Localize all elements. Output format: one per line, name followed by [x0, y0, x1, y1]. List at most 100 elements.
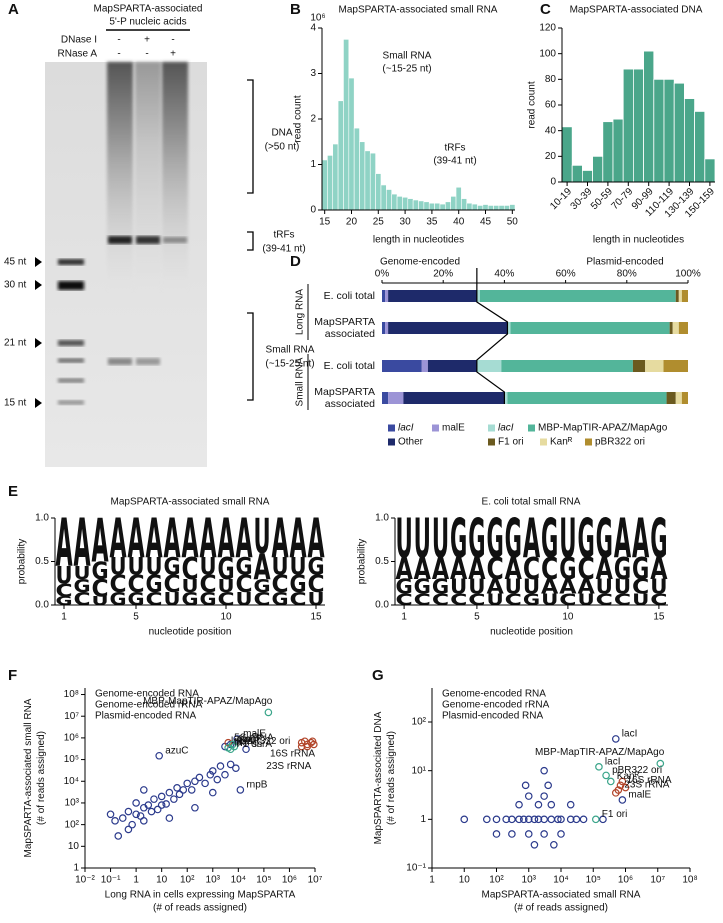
bar-segment [678, 290, 682, 302]
bar [487, 205, 494, 211]
y-tick-label: 10⁻¹ [406, 863, 426, 874]
bar [412, 199, 419, 211]
point [599, 815, 607, 824]
point [508, 815, 516, 824]
point-label: 16S rRNA [270, 748, 315, 759]
bar [612, 118, 624, 183]
bar [423, 201, 430, 211]
point [534, 815, 543, 824]
y-tick-label: 3 [310, 68, 316, 79]
panel-label: E [8, 483, 18, 500]
point [124, 807, 133, 816]
logo-letter: A [289, 508, 306, 571]
logo-letter: G [505, 508, 522, 571]
logo-letter: U [181, 576, 198, 597]
logo-letter: G [109, 589, 126, 610]
annotation: Small RNA [383, 51, 432, 62]
x-axis-title: nucleotide position [149, 627, 232, 638]
logo-letter: U [91, 594, 108, 608]
panel-label: G [372, 667, 384, 684]
logo-letter: U [307, 589, 324, 610]
x-axis-title: length in nucleotides [373, 235, 464, 246]
bar [407, 198, 414, 211]
point [508, 830, 516, 838]
point-label: 23S rRNA [266, 761, 311, 772]
bar-segment [388, 290, 477, 302]
point [308, 737, 317, 746]
point [150, 795, 158, 803]
logo-letter: A [109, 508, 126, 571]
point [547, 815, 556, 824]
point [611, 735, 620, 743]
row-label: MapSPARTA associated [314, 316, 375, 340]
region-label: DNA [271, 128, 292, 139]
point [206, 770, 215, 779]
x-tick-label: 45 [480, 217, 492, 228]
point [521, 781, 530, 790]
logo-letter: A [145, 508, 162, 571]
point [602, 771, 610, 780]
bar [369, 152, 376, 211]
y-tick-label: 60 [545, 100, 557, 111]
x-tick-label: 10-19 [548, 186, 574, 212]
bar [663, 78, 675, 183]
bar-segment [476, 360, 502, 372]
x-axis-title: length in nucleotides [593, 235, 684, 246]
bar [704, 158, 716, 183]
point-label: 23S rRNA [624, 780, 669, 791]
logo-letter: A [73, 504, 90, 581]
x-tick-label: 50-59 [589, 186, 615, 212]
logo-letter: U [596, 576, 613, 599]
legend-swatch [388, 438, 395, 446]
logo-letter: A [559, 576, 577, 599]
point [540, 792, 548, 800]
x-tick-label: 10⁶ [282, 875, 297, 886]
point [165, 814, 174, 822]
bar [332, 143, 339, 211]
y-tick-label: 100 [539, 48, 556, 59]
point [579, 815, 588, 824]
x-tick-label: 20 [346, 217, 358, 228]
x-tick-label: 10⁸ [682, 875, 697, 886]
point [515, 815, 523, 824]
x-tick-label: 20% [433, 269, 453, 280]
condition-sign: + [144, 35, 150, 46]
bar-segment [388, 322, 508, 334]
bar-segment [507, 392, 667, 404]
region-label: (~15-25 nt) [265, 359, 314, 370]
point [187, 786, 196, 794]
bar [673, 82, 685, 183]
bar [643, 50, 655, 183]
y-tick-label: 10³ [65, 798, 80, 809]
logo-letter: U [289, 552, 306, 580]
logo-letter: C [253, 589, 270, 610]
y-tick-label: 10⁶ [64, 733, 79, 744]
point [540, 766, 548, 775]
logo-letter: A [217, 508, 234, 571]
logo-letter: U [271, 552, 288, 580]
bar-segment [382, 360, 422, 372]
point [140, 817, 148, 825]
point-label: pBR322 ori [240, 736, 290, 747]
bar-segment [675, 392, 682, 404]
row-label: E. coli total [323, 360, 375, 372]
logo-letter: U [414, 508, 431, 571]
logo-letter: A [577, 576, 595, 599]
y-tick-label: 0.0 [375, 600, 389, 611]
y-tick-label: 120 [539, 23, 556, 34]
bar [471, 203, 478, 211]
bar-segment [388, 392, 404, 404]
logo-letter: A [307, 508, 324, 571]
annotation: (39-41 nt) [433, 156, 476, 167]
column-group-label: Plasmid-encoded [586, 257, 663, 268]
panel-label: B [290, 1, 301, 18]
bar [461, 198, 468, 211]
logo-letter: G [432, 576, 449, 599]
logo-letter: G [450, 508, 467, 571]
point-label: lacI [234, 737, 250, 748]
bar-segment [632, 360, 646, 372]
legend-label: malE [442, 423, 465, 434]
bar [509, 204, 516, 211]
